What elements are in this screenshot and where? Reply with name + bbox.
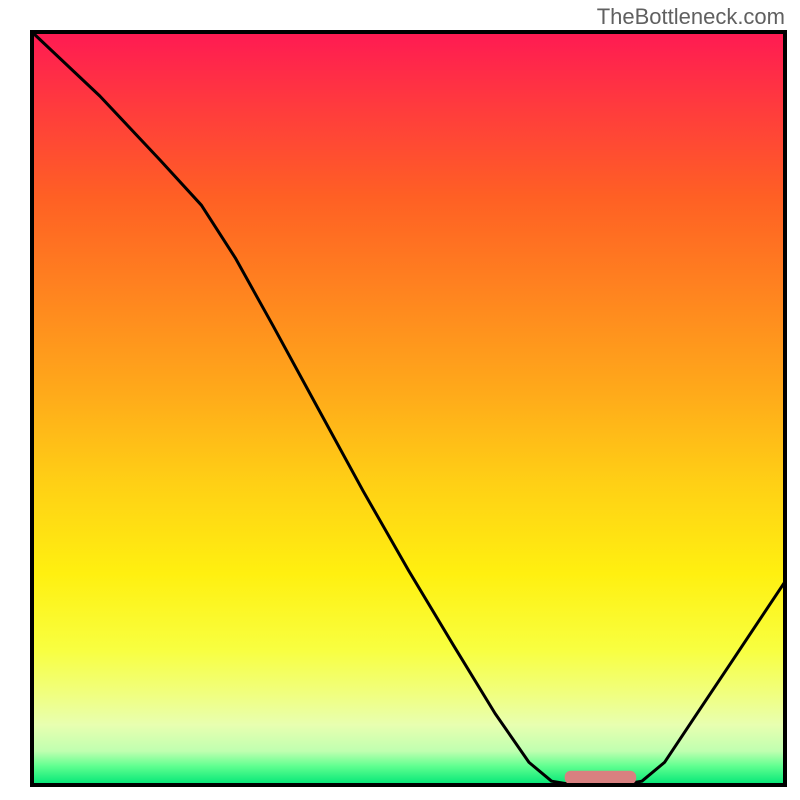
chart-svg — [0, 0, 800, 800]
chart-root: { "canvas": { "width": 800, "height": 80… — [0, 0, 800, 800]
optimal-range-marker — [565, 771, 637, 785]
watermark-text: TheBottleneck.com — [597, 4, 785, 30]
